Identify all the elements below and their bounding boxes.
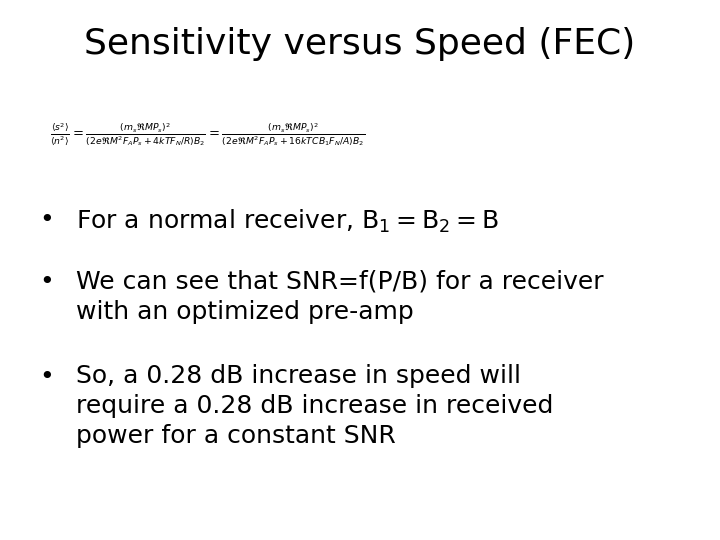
- Text: •: •: [40, 208, 54, 232]
- Text: •: •: [40, 364, 54, 388]
- Text: Sensitivity versus Speed (FEC): Sensitivity versus Speed (FEC): [84, 27, 636, 61]
- Text: $\frac{\langle s^2 \rangle}{\langle n^2 \rangle} = \frac{(m_s\mathfrak{R}MP_s)^2: $\frac{\langle s^2 \rangle}{\langle n^2 …: [50, 122, 366, 148]
- Text: •: •: [40, 270, 54, 294]
- Text: For a normal receiver, $\mathsf{B_1=B_2=B}$: For a normal receiver, $\mathsf{B_1=B_2=…: [76, 208, 498, 235]
- Text: We can see that SNR=f(P/B) for a receiver
with an optimized pre-amp: We can see that SNR=f(P/B) for a receive…: [76, 270, 603, 323]
- Text: So, a 0.28 dB increase in speed will
require a 0.28 dB increase in received
powe: So, a 0.28 dB increase in speed will req…: [76, 364, 553, 448]
